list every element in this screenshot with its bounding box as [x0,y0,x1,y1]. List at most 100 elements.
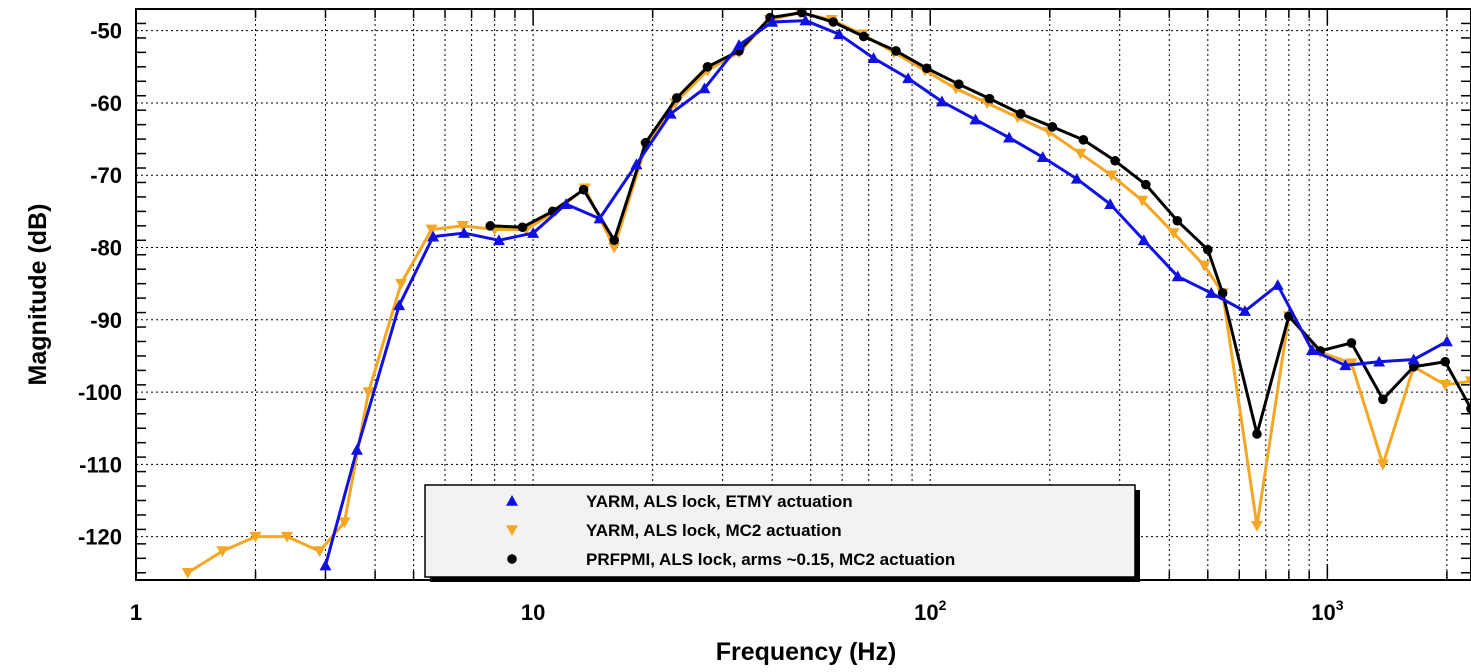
data-point [1373,355,1386,367]
data-point [858,31,869,42]
data-point [1346,338,1357,348]
data-point [664,107,677,119]
data-point [1136,195,1149,207]
data-point [799,14,812,26]
data-point [425,224,438,236]
data-point [517,222,528,233]
data-point [698,82,711,94]
data-point [1171,270,1184,282]
axis-ticks [135,8,1471,580]
data-point [1465,376,1471,388]
legend-marker [507,554,517,564]
y-tick-label: -100 [78,380,122,405]
data-point [527,227,540,238]
data-point [1466,403,1471,414]
legend-label: YARM, ALS lock, MC2 actuation [586,521,842,540]
legend-box [424,484,1136,578]
data-point [456,221,469,232]
data-point [395,278,408,290]
legend-entry: PRFPMI, ALS lock, arms ~0.15, MC2 actuat… [507,550,955,569]
data-point [216,546,229,558]
data-point [1172,215,1183,226]
data-point [833,28,846,40]
y-axis-label: Magnitude (dB) [24,204,52,386]
data-point [1047,122,1058,132]
data-point [313,546,326,558]
x-tick-label: 103 [1311,597,1343,625]
data-point [1376,459,1389,471]
data-point [1271,279,1284,290]
data-point [1036,151,1049,162]
legend: YARM, ALS lock, ETMY actuation YARM, ALS … [424,484,1140,582]
data-point [338,517,351,529]
series-2 [485,7,1471,439]
x-tick-label: 1 [130,600,142,625]
data-point [593,212,606,224]
legend-label: PRFPMI, ALS lock, arms ~0.15, MC2 actuat… [586,550,955,569]
data-point [609,235,619,246]
y-tick-label: -90 [90,308,122,333]
x-axis-label: Frequency (Hz) [716,638,897,666]
data-point [733,39,746,50]
data-point [1217,288,1228,298]
data-point [1003,131,1016,143]
data-point [393,299,406,311]
data-point [1070,172,1083,184]
data-point [485,221,496,231]
y-tick-label: -70 [90,163,122,188]
data-point [867,52,880,63]
y-tick-label: -110 [79,452,122,477]
data-point [935,95,948,107]
data-point [1015,109,1026,119]
legend-entry: YARM, ALS lock, MC2 actuation [506,521,842,540]
series-0 [319,14,1453,571]
data-point [1439,380,1452,391]
data-point [1140,179,1151,190]
data-point [1205,287,1218,298]
legend-marker [506,495,518,506]
data-point [319,559,332,571]
legend-entries: YARM, ALS lock, ETMY actuation YARM, ALS … [506,492,955,569]
data-point [891,46,901,56]
data-point [1198,260,1211,272]
data-point [1339,359,1352,371]
data-point [828,17,839,27]
legend-label: YARM, ALS lock, ETMY actuation [586,492,853,511]
data-point [630,158,643,170]
data-series [181,7,1471,579]
data-point [249,531,262,543]
data-point [559,198,572,209]
data-point [492,234,505,246]
legend-entry: YARM, ALS lock, ETMY actuation [506,492,853,511]
y-tick-label: -60 [90,91,122,116]
data-point [1408,361,1419,372]
data-point [578,184,589,195]
data-point [1074,148,1087,160]
x-tick-label: 10 [521,600,545,625]
series-line [490,11,1471,436]
data-point [984,93,995,104]
data-point [1252,429,1262,439]
data-point [427,230,440,242]
data-point [362,387,375,399]
data-point [766,16,779,27]
y-tick-label: -120 [78,525,122,550]
data-point [702,62,713,72]
data-point [1440,335,1453,347]
data-point [1110,155,1120,166]
data-point [1440,356,1450,367]
data-point [1250,520,1263,532]
data-point [1078,135,1089,145]
data-point [1203,244,1213,255]
x-tick-label: 102 [914,597,946,625]
legend-marker [506,525,518,536]
data-point [969,113,982,125]
data-point [1378,394,1388,405]
data-point [608,242,621,254]
data-point [902,72,915,84]
data-point [181,567,194,579]
y-tick-label: -80 [90,236,122,261]
data-point [797,7,807,18]
data-point [953,79,964,89]
